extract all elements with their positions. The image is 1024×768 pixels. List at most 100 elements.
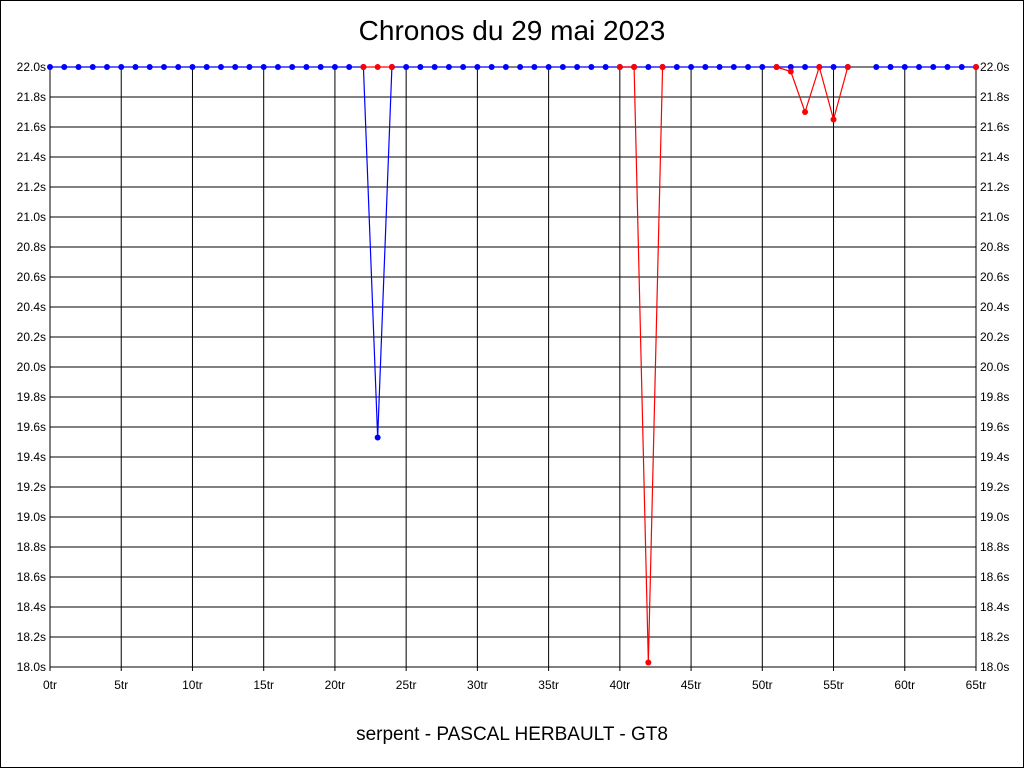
x-tick-label: 5tr [114, 678, 128, 692]
data-point [545, 64, 552, 70]
data-point [887, 64, 894, 70]
x-tick-label: 0tr [43, 678, 57, 692]
x-tick-label: 35tr [538, 678, 559, 692]
data-point [730, 64, 737, 70]
data-point [787, 64, 794, 70]
data-point [431, 64, 438, 70]
y-tick-label-right: 21.0s [980, 210, 1009, 224]
y-tick-label-left: 19.4s [17, 450, 46, 464]
y-tick-label-left: 21.2s [17, 180, 46, 194]
y-tick-label-left: 20.2s [17, 330, 46, 344]
data-point [289, 64, 296, 70]
y-tick-label-right: 20.2s [980, 330, 1009, 344]
chart-title: Chronos du 29 mai 2023 [358, 15, 666, 46]
x-tick-label: 45tr [681, 678, 702, 692]
y-tick-label-right: 18.8s [980, 540, 1009, 554]
series-1 [47, 64, 979, 441]
data-point [317, 64, 324, 70]
data-point [702, 64, 709, 70]
data-point [445, 64, 452, 70]
data-point [346, 64, 353, 70]
data-point [830, 64, 837, 70]
x-tick-label: 15tr [253, 678, 274, 692]
x-tick-label: 25tr [396, 678, 417, 692]
data-point [559, 64, 566, 70]
data-point [531, 64, 538, 70]
y-tick-label-right: 18.0s [980, 660, 1009, 674]
data-point [175, 64, 182, 70]
series-line [776, 64, 849, 122]
data-point [588, 64, 595, 70]
data-point [303, 64, 310, 70]
series-line [619, 66, 664, 663]
y-tick-label-right: 21.4s [980, 150, 1009, 164]
data-point [844, 64, 851, 70]
y-tick-label-left: 18.4s [17, 600, 46, 614]
data-point [488, 64, 495, 70]
data-point [246, 64, 253, 70]
data-point [203, 64, 210, 70]
y-tick-label-left: 20.8s [17, 240, 46, 254]
y-tick-label-left: 18.2s [17, 630, 46, 644]
data-point [602, 64, 609, 70]
data-point [816, 64, 823, 70]
data-point [502, 64, 509, 70]
data-point [103, 64, 110, 70]
x-tick-label: 50tr [752, 678, 773, 692]
data-point [474, 64, 481, 70]
x-tick-label: 65tr [966, 678, 987, 692]
data-point [75, 64, 82, 70]
y-tick-label-right: 20.0s [980, 360, 1009, 374]
data-point [901, 64, 908, 70]
data-point [631, 64, 638, 70]
y-tick-label-right: 18.2s [980, 630, 1009, 644]
data-point [802, 64, 809, 70]
y-tick-label-left: 20.0s [17, 360, 46, 374]
y-tick-label-right: 18.6s [980, 570, 1009, 584]
y-tick-label-left: 21.0s [17, 210, 46, 224]
y-tick-label-right: 22.0s [980, 60, 1009, 74]
data-point [374, 434, 381, 441]
data-point [217, 64, 224, 70]
data-point [930, 64, 937, 70]
y-tick-label-left: 19.6s [17, 420, 46, 434]
y-tick-label-left: 22.0s [17, 60, 46, 74]
data-point [146, 64, 153, 70]
data-point [659, 64, 666, 70]
chart-subtitle: serpent - PASCAL HERBAULT - GT8 [356, 724, 668, 745]
data-point [89, 64, 96, 70]
x-tick-label: 30tr [467, 678, 488, 692]
x-tick-label: 60tr [894, 678, 915, 692]
y-tick-label-right: 21.8s [980, 90, 1009, 104]
data-point [460, 64, 467, 70]
y-tick-label-left: 18.8s [17, 540, 46, 554]
data-point [745, 64, 752, 70]
data-point [645, 64, 652, 70]
series-layer [47, 64, 979, 666]
data-point [944, 64, 951, 70]
y-tick-label-left: 19.0s [17, 510, 46, 524]
data-point [645, 659, 652, 666]
data-point [873, 64, 880, 70]
series-line [50, 66, 506, 438]
y-tick-label-right: 18.4s [980, 600, 1009, 614]
y-tick-label-left: 21.4s [17, 150, 46, 164]
x-tick-label: 10tr [182, 678, 203, 692]
y-tick-label-left: 21.8s [17, 90, 46, 104]
data-point [132, 64, 139, 70]
data-point [232, 64, 239, 70]
data-point [403, 64, 410, 70]
data-point [47, 64, 53, 70]
x-tick-label: 55tr [823, 678, 844, 692]
y-tick-label-right: 19.4s [980, 450, 1009, 464]
data-point [973, 64, 979, 70]
grid-layer [49, 66, 977, 671]
y-tick-label-right: 21.6s [980, 120, 1009, 134]
data-point [773, 64, 780, 70]
x-tick-label: 40tr [610, 678, 631, 692]
y-tick-label-right: 19.6s [980, 420, 1009, 434]
y-tick-label-right: 19.0s [980, 510, 1009, 524]
data-point [787, 68, 794, 75]
